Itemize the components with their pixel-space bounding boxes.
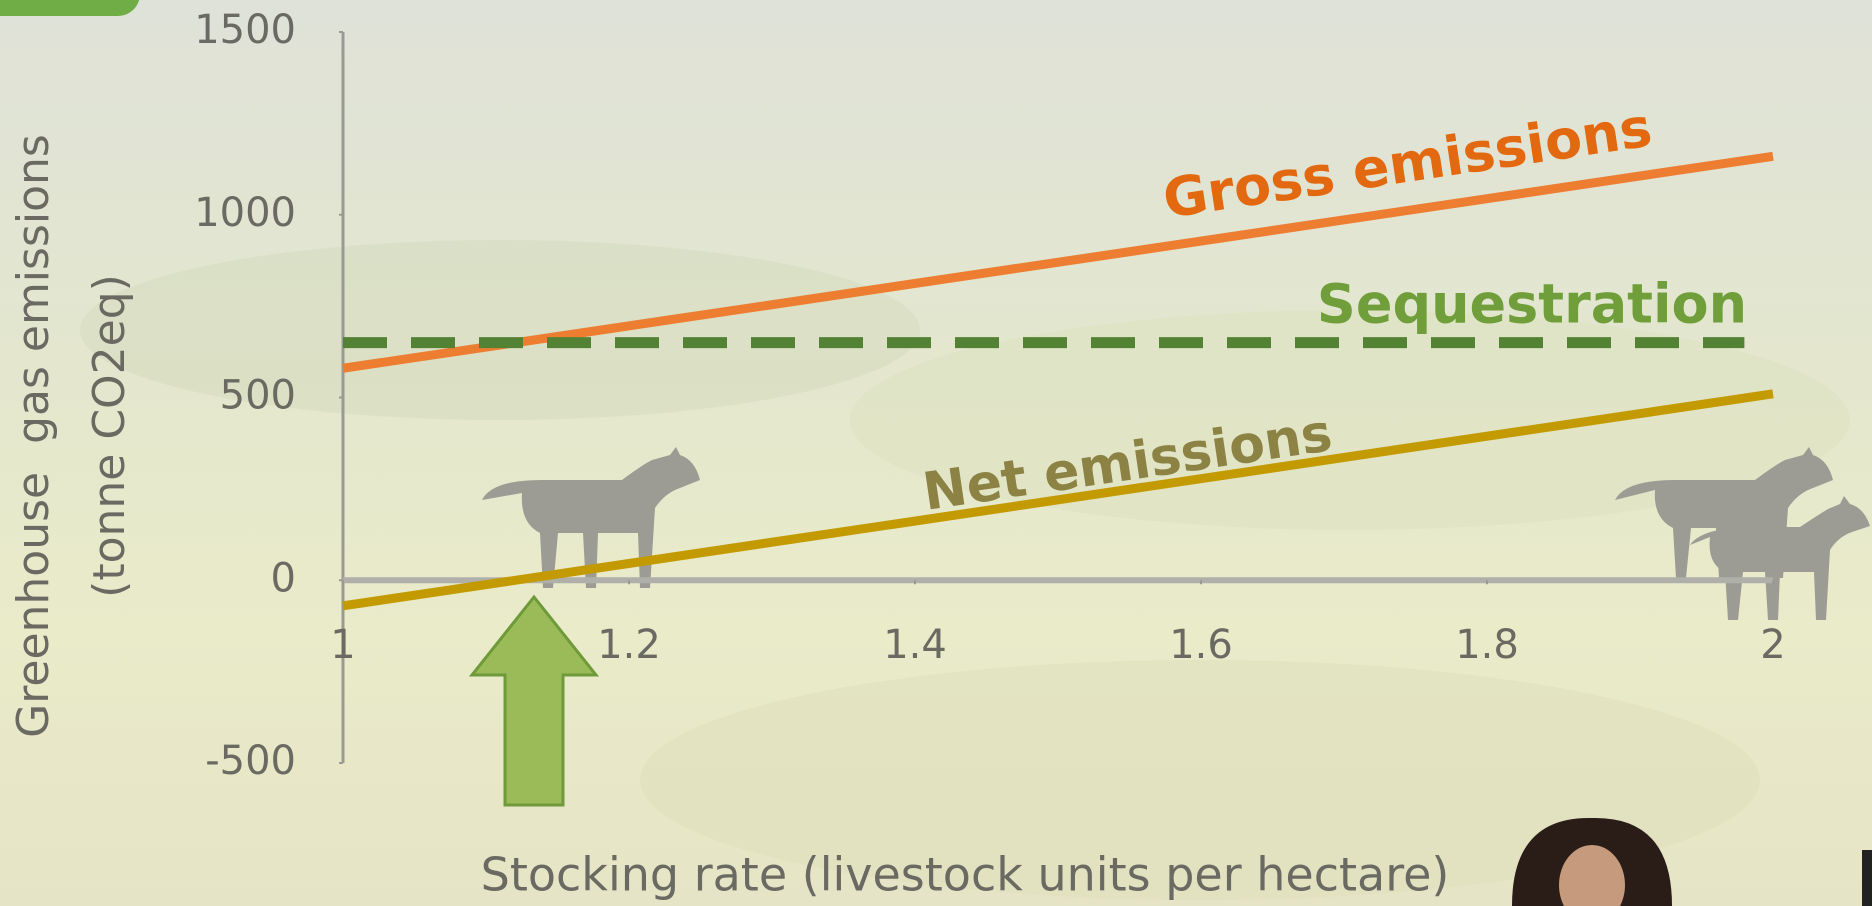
y-tick-label: 500 [220, 373, 296, 419]
x-axis-label: Stocking rate (livestock units per hecta… [481, 848, 1450, 902]
y-tick-label: 1000 [194, 190, 296, 236]
x-tick-label: 1.4 [883, 622, 947, 668]
x-tick-label: 1.8 [1455, 622, 1519, 668]
frame-edge [1862, 850, 1872, 906]
x-tick-label: 1.2 [597, 622, 661, 668]
y-tick-label: -500 [205, 738, 296, 784]
y-axis-label: (tonne CO2eq) [84, 274, 135, 598]
chart: Stocking rate (livestock units per hecta… [0, 0, 1872, 906]
corner-button [0, 0, 140, 16]
x-tick-label: 2 [1760, 622, 1785, 668]
x-tick-label: 1.6 [1169, 622, 1233, 668]
y-tick-label: 1500 [194, 7, 296, 53]
x-tick-label: 1 [330, 622, 355, 668]
scenery [80, 240, 920, 420]
y-tick-label: 0 [271, 555, 296, 601]
series-label: Sequestration [1317, 273, 1747, 336]
y-axis-label: Greenhouse gas emissions [8, 134, 59, 738]
